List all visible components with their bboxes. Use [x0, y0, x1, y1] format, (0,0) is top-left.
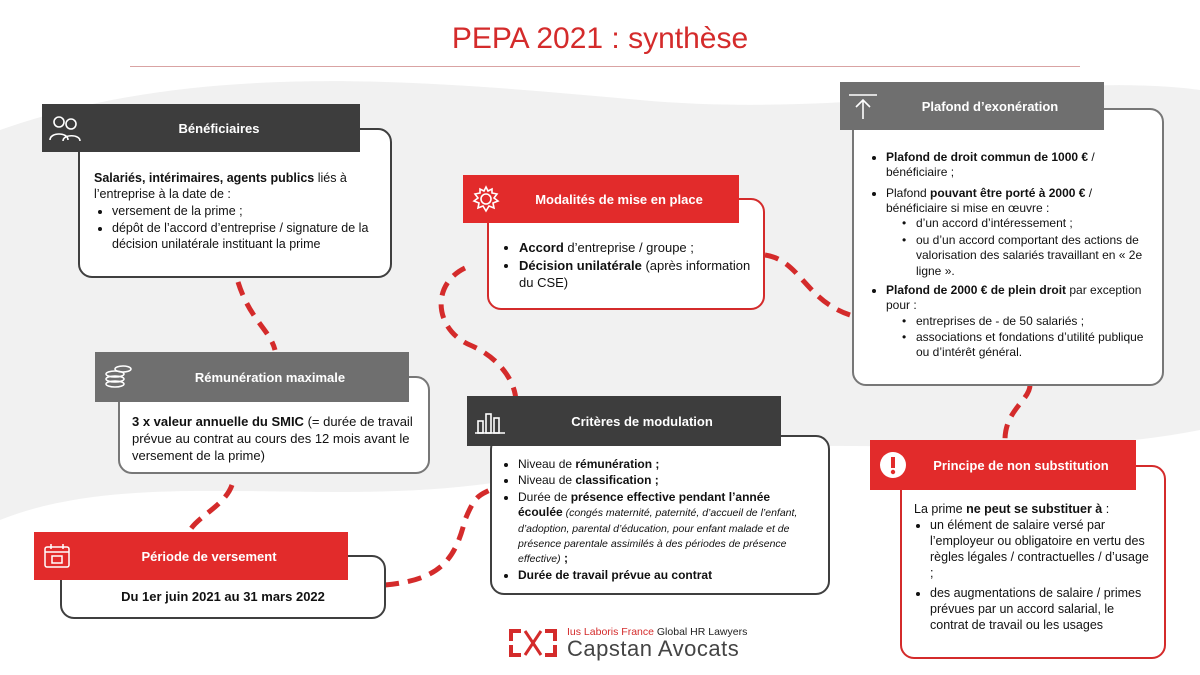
page-title: PEPA 2021 : synthèse — [451, 22, 749, 55]
remuneration-header: Rémunération maximale — [95, 352, 409, 402]
list-item: Accord d’entreprise / groupe ; — [519, 240, 751, 257]
plafond-sublist: d’un accord d’intéressement ; ou d’un ac… — [886, 216, 1150, 278]
list-item: Plafond de droit commun de 1000 € / béné… — [886, 150, 1150, 181]
list-item: versement de la prime ; — [112, 203, 376, 219]
criteres-box: Niveau de rémunération ; Niveau de class… — [490, 435, 830, 595]
calendar-icon — [34, 532, 80, 580]
list-item: entreprises de - de 50 salariés ; — [916, 314, 1150, 329]
beneficiaires-intro: Salariés, intérimaires, agents publics l… — [94, 171, 347, 202]
principe-list: un élément de salaire versé par l’employ… — [914, 517, 1154, 633]
list-item: des augmentations de salaire / primes pr… — [930, 585, 1154, 633]
bar-chart-icon — [467, 396, 513, 446]
principe-intro: La prime ne peut se substituer à : — [914, 502, 1110, 516]
principe-header: Principe de non substitution — [870, 440, 1136, 490]
people-icon — [42, 104, 88, 152]
logo-name: Capstan Avocats — [567, 636, 740, 661]
list-item: ou d’un accord comportant des actions de… — [916, 233, 1150, 279]
modalites-header: Modalités de mise en place — [463, 175, 739, 223]
list-item: dépôt de l’accord d’entreprise / signatu… — [112, 220, 376, 253]
periode-text: Du 1er juin 2021 au 31 mars 2022 — [121, 589, 325, 604]
modalites-list: Accord d’entreprise / groupe ; Décision … — [501, 240, 751, 292]
logo-tagline: Ius Laboris France Global HR Lawyers — [567, 626, 748, 638]
list-item: Plafond pouvant être porté à 2000 € / bé… — [886, 186, 1150, 279]
list-item: un élément de salaire versé par l’employ… — [930, 517, 1154, 581]
alert-icon — [870, 440, 916, 490]
coins-icon — [95, 352, 141, 402]
principe-box: La prime ne peut se substituer à : un él… — [900, 465, 1166, 659]
plafond-box: Plafond de droit commun de 1000 € / béné… — [852, 108, 1164, 386]
remuneration-text: 3 x valeur annuelle du SMIC (= durée de … — [132, 414, 413, 463]
criteres-list: Niveau de rémunération ; Niveau de class… — [502, 457, 818, 583]
list-item: Durée de travail prévue au contrat — [518, 568, 818, 583]
list-item: Niveau de classification ; — [518, 473, 818, 488]
capstan-logo: Ius Laboris France Global HR Lawyers Cap… — [507, 625, 747, 661]
criteres-header: Critères de modulation — [467, 396, 781, 446]
plafond-sublist: entreprises de - de 50 salariés ; associ… — [886, 314, 1150, 361]
gear-icon — [463, 175, 509, 223]
beneficiaires-list: versement de la prime ; dépôt de l’accor… — [94, 203, 376, 253]
upload-icon — [840, 82, 886, 130]
title-divider — [130, 66, 1080, 67]
list-item: Plafond de 2000 € de plein droit par exc… — [886, 283, 1150, 361]
list-item: Décision unilatérale (après information … — [519, 258, 751, 292]
plafond-header: Plafond d’exonération — [840, 82, 1104, 130]
beneficiaires-header: Bénéficiaires — [42, 104, 360, 152]
periode-header: Période de versement — [34, 532, 348, 580]
list-item: associations et fondations d’utilité pub… — [916, 330, 1150, 361]
list-item: Niveau de rémunération ; — [518, 457, 818, 472]
plafond-list: Plafond de droit commun de 1000 € / béné… — [870, 150, 1150, 361]
list-item: d’un accord d’intéressement ; — [916, 216, 1150, 231]
capstan-mark-icon — [509, 629, 557, 657]
list-item: Durée de présence effective pendant l’an… — [518, 490, 818, 567]
